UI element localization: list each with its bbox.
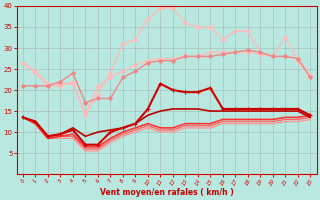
X-axis label: Vent moyen/en rafales ( km/h ): Vent moyen/en rafales ( km/h ) bbox=[100, 188, 234, 197]
